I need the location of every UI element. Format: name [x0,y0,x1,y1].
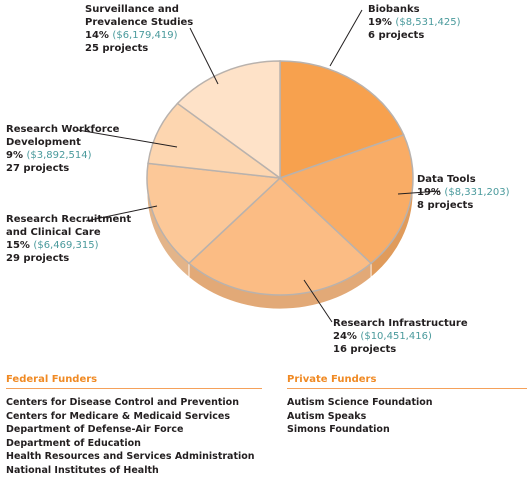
label-datatools: Data Tools 19% ($8,331,203) 8 projects [417,174,510,211]
leader-line-5 [303,279,333,323]
federal-funder-item: Centers for Disease Control and Preventi… [6,397,239,408]
private-funders-list: Autism Science Foundation Autism Speaks Si… [287,396,433,437]
leader-line-2 [77,129,178,148]
leader-line-0 [189,27,219,85]
private-funder-item: Simons Foundation [287,424,390,436]
leader-line-4 [85,205,158,222]
label-infrastructure: Research Infrastructure 24% ($10,451,416… [333,318,468,355]
pie-chart [77,9,441,323]
federal-funders-list: Centers for Disease Control and Preventi… [6,396,255,478]
private-funder-item: Autism Speaks [287,410,367,422]
pie-slice-research-recruitment-and-clinical-care [146,162,282,265]
leader-line-3 [397,190,441,195]
pie-slice-surveillance-and-prevalence-studies [176,60,281,180]
pie-slices [146,60,414,296]
label-biobanks: Biobanks 19% ($8,531,425) 6 projects [368,4,461,41]
federal-funder-item: National Institutes of Health [6,464,159,476]
label-workforce: Research Workforce Development 9% ($3,89… [6,124,120,174]
leader-lines [77,9,441,323]
pie-depth [146,177,414,310]
federal-funder-item: Department of Defense-Air Force [6,424,184,436]
label-surveillance: Surveillance and Prevalence Studies 14% … [85,4,194,54]
private-funders-heading: Private Funders [287,374,527,389]
federal-funder-item: Health Resources and Services Administra… [6,451,255,463]
leader-line-1 [329,9,363,67]
pie-slice-biobanks [279,60,405,180]
pie-slice-data-tools [278,133,414,265]
private-funder-item: Autism Science Foundation [287,397,433,408]
federal-funders-heading: Federal Funders [6,374,262,389]
label-recruitment: Research Recruitment and Clinical Care 1… [6,214,132,264]
pie-slice-research-infrastructure [187,176,373,296]
federal-funder-item: Department of Education [6,437,141,449]
federal-funder-item: Centers for Medicare & Medicaid Services [6,410,230,422]
